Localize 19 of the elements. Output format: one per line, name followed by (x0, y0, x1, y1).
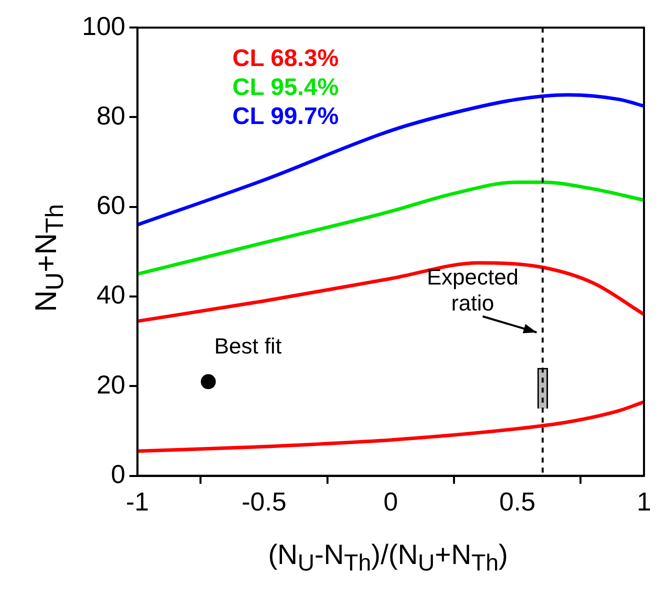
x-tick-label: -1 (126, 486, 149, 517)
x-tick-label: 0.5 (499, 486, 536, 517)
text: CL 68.3% (232, 45, 339, 72)
text: (N$_{U}$-N$_{Th}$)/(N$_{U}$+N$_{Th}$) (268, 539, 508, 576)
y-tick-label: 60 (96, 190, 126, 220)
x-tick-label: 0 (383, 486, 398, 517)
y-tick-label: 40 (96, 280, 126, 310)
text: CL 95.4% (232, 74, 339, 102)
annotation: Best fit (214, 334, 282, 359)
y-tick-label: 100 (82, 10, 126, 41)
line-series (137, 261, 644, 323)
x-tick-label: -0.5 (242, 486, 286, 517)
y-tick-label: 20 (96, 369, 126, 400)
x-tick-label: 1 (636, 486, 652, 517)
series-label: CL 99.7% (232, 103, 339, 130)
y-tick-label: 0 (110, 458, 126, 489)
annotation: Expected ratio (426, 264, 519, 316)
line-series (137, 400, 644, 453)
y-tick-label: 80 (96, 100, 126, 130)
